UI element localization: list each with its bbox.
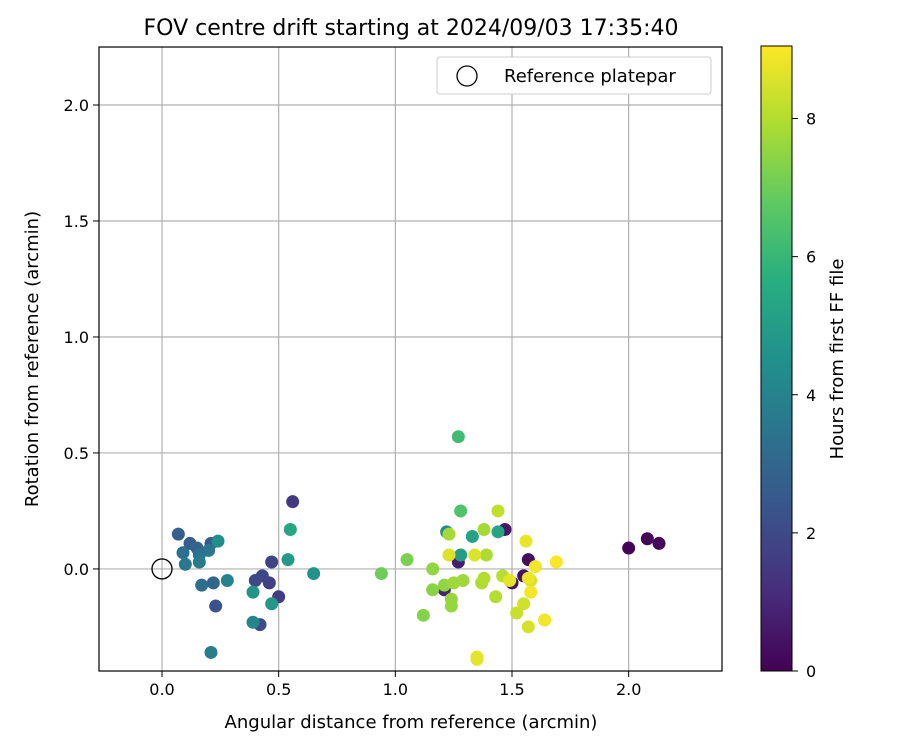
data-point bbox=[416, 608, 430, 622]
data-point bbox=[171, 527, 185, 541]
data-point bbox=[640, 532, 654, 546]
plot-frame bbox=[98, 46, 723, 672]
data-point bbox=[246, 585, 260, 599]
data-point bbox=[454, 504, 468, 518]
data-point bbox=[652, 536, 666, 550]
legend: Reference platepar bbox=[436, 56, 712, 95]
data-point bbox=[491, 525, 505, 539]
data-point bbox=[503, 574, 517, 588]
data-point bbox=[524, 585, 538, 599]
colorbar-ticks: 0 2 4 6 8 bbox=[792, 110, 816, 681]
reference-platepar-marker bbox=[151, 558, 173, 580]
data-point bbox=[283, 522, 297, 536]
legend-reference-marker bbox=[456, 65, 478, 87]
y-tick-label: 1.0 bbox=[64, 328, 89, 347]
colorbar-tick-label: 4 bbox=[806, 386, 816, 405]
x-tick-label: 0.5 bbox=[266, 680, 291, 699]
data-point bbox=[426, 583, 440, 597]
y-axis-label: Rotation from reference (arcmin) bbox=[22, 211, 43, 507]
data-point bbox=[195, 578, 209, 592]
y-tick-label: 2.0 bbox=[64, 96, 89, 115]
legend-reference-label: Reference platepar bbox=[504, 66, 676, 87]
colorbar-tick-label: 0 bbox=[806, 662, 816, 681]
data-point bbox=[206, 576, 220, 590]
data-point bbox=[211, 534, 225, 548]
data-point bbox=[202, 543, 216, 557]
data-point bbox=[442, 527, 456, 541]
data-point bbox=[521, 620, 535, 634]
data-point bbox=[286, 495, 300, 509]
data-point bbox=[549, 555, 563, 569]
x-tick-label: 1.0 bbox=[383, 680, 408, 699]
x-tick-label: 0.0 bbox=[149, 680, 174, 699]
data-point bbox=[517, 597, 531, 611]
data-point bbox=[246, 615, 260, 629]
data-point bbox=[442, 548, 456, 562]
y-tick-label: 0.0 bbox=[64, 560, 89, 579]
data-point bbox=[456, 574, 470, 588]
x-tick-label: 2.0 bbox=[616, 680, 641, 699]
data-point bbox=[510, 606, 524, 620]
colorbar-label: Hours from first FF file bbox=[827, 259, 848, 460]
data-point bbox=[400, 553, 414, 567]
data-point bbox=[519, 534, 533, 548]
data-point bbox=[489, 590, 503, 604]
data-points bbox=[151, 430, 666, 666]
data-point bbox=[220, 574, 234, 588]
data-point bbox=[248, 574, 262, 588]
colorbar: 0 2 4 6 8 Hours from first FF file bbox=[760, 45, 848, 681]
data-point bbox=[307, 567, 321, 581]
data-point bbox=[426, 562, 440, 576]
data-point bbox=[479, 548, 493, 562]
data-point bbox=[265, 597, 279, 611]
data-point bbox=[178, 557, 192, 571]
data-point bbox=[477, 522, 491, 536]
data-point bbox=[281, 553, 295, 567]
data-point bbox=[209, 599, 223, 613]
legend-box bbox=[436, 56, 712, 95]
colorbar-tick-label: 2 bbox=[806, 524, 816, 543]
data-point bbox=[622, 541, 636, 555]
data-point bbox=[470, 652, 484, 666]
y-tick-label: 1.5 bbox=[64, 212, 89, 231]
data-point bbox=[374, 567, 388, 581]
data-point bbox=[444, 592, 458, 606]
data-point bbox=[192, 555, 206, 569]
data-point bbox=[538, 613, 552, 627]
data-point bbox=[491, 504, 505, 518]
colorbar-tick-label: 6 bbox=[806, 248, 816, 267]
data-point bbox=[176, 546, 190, 560]
data-point bbox=[521, 571, 535, 585]
x-tick-label: 1.5 bbox=[499, 680, 524, 699]
data-point bbox=[477, 571, 491, 585]
colorbar-tick-label: 8 bbox=[806, 110, 816, 129]
data-point bbox=[528, 560, 542, 574]
x-axis-label: Angular distance from reference (arcmin) bbox=[225, 712, 598, 733]
y-tick-label: 0.5 bbox=[64, 444, 89, 463]
chart-title: FOV centre drift starting at 2024/09/03 … bbox=[144, 16, 679, 41]
axis-ticks: 0.0 0.5 1.0 1.5 2.0 0.0 0.5 1.0 1.5 2.0 bbox=[64, 96, 642, 699]
grid-lines bbox=[99, 47, 722, 671]
data-point bbox=[451, 430, 465, 444]
data-point bbox=[265, 555, 279, 569]
data-point bbox=[468, 548, 482, 562]
data-point bbox=[204, 645, 218, 659]
colorbar-gradient bbox=[760, 45, 793, 672]
data-point bbox=[454, 548, 468, 562]
data-point bbox=[465, 529, 479, 543]
